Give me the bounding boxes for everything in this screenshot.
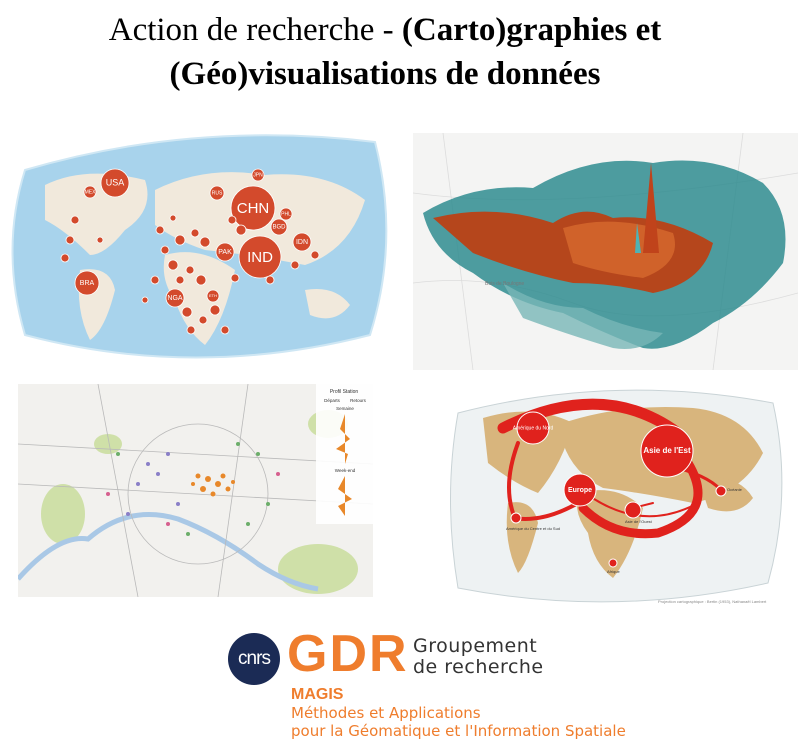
- circle-nga: [165, 288, 185, 308]
- node-amerique-sud: [510, 512, 522, 524]
- magis-description: Méthodes et Applications pour la Géomati…: [291, 704, 626, 740]
- label-eth: ETH: [209, 293, 217, 298]
- gdr-wordmark: GDR: [287, 625, 409, 683]
- de-recherche-line: de recherche: [413, 656, 544, 678]
- map-footnote: Projection cartographique : Bertin (1953…: [658, 599, 767, 604]
- label-phl: PHL: [281, 211, 291, 217]
- label-bois-de-boulogne: Bois de Boulogne: [485, 281, 524, 287]
- label-pak: PAK: [218, 249, 232, 256]
- circle-ind: [238, 235, 282, 279]
- groupement-text: Groupement de recherche: [413, 636, 544, 678]
- label-nga: NGA: [167, 295, 183, 302]
- pour-la-line: pour la Géomatique et l'Information Spat…: [291, 722, 626, 740]
- label-bra: BRA: [80, 280, 95, 287]
- title-plain: Action de recherche -: [108, 12, 402, 48]
- circle-rus: [209, 185, 225, 201]
- bike-stations-map: Profil Station Départs Retours Semaine W…: [18, 384, 373, 597]
- circle-chn: [230, 185, 276, 231]
- circle-pak: [215, 242, 235, 262]
- label-chn: CHN: [237, 200, 270, 217]
- node-asie-ouest: [624, 501, 642, 519]
- page-title: Action de recherche - (Carto)graphies et…: [0, 8, 770, 96]
- label-idn: IDN: [296, 239, 308, 246]
- circle-bra: [74, 270, 100, 296]
- world-population-map: USA MEX BRA CHN IND JPN RUS PHL BGD IDN …: [5, 130, 390, 362]
- circle-jpn: [251, 168, 265, 182]
- node-amerique-nord: [516, 411, 550, 445]
- legend-retours: Retours: [350, 398, 367, 403]
- legend-departs: Départs: [324, 398, 341, 403]
- label-europe: Europe: [568, 487, 592, 494]
- node-europe: [563, 473, 597, 507]
- label-afrique: Afrique: [607, 569, 620, 574]
- circle-eth: [206, 289, 220, 303]
- label-mex: MEX: [85, 189, 97, 195]
- flow-map: Amérique du Nord Asie de l'Est Europe As…: [443, 383, 788, 608]
- circle-usa: [100, 168, 130, 198]
- label-bgd: BGD: [272, 225, 286, 231]
- circle-bgd: [270, 218, 288, 236]
- label-amerique-sud: Amérique du Centre et du Sud: [506, 526, 560, 531]
- circle-phl: [279, 207, 293, 221]
- label-ind: IND: [247, 249, 273, 266]
- gdr-magis-logo: cnrs GDR Groupement de recherche MAGIS M…: [225, 625, 645, 745]
- cnrs-text: cnrs: [238, 648, 271, 669]
- legend-weekend: Week-end: [335, 468, 356, 473]
- label-jpn: JPN: [253, 172, 263, 178]
- circle-mex: [83, 185, 97, 199]
- circle-idn: [292, 232, 312, 252]
- legend-semaine: Semaine: [336, 406, 354, 411]
- node-afrique: [608, 558, 618, 568]
- title-bold-1: (Carto)graphies et: [401, 12, 662, 48]
- methodes-line: Méthodes et Applications: [291, 704, 481, 722]
- magis-label: MAGIS: [291, 686, 344, 703]
- label-asie-ouest: Asie de l'Ouest: [625, 519, 653, 524]
- label-rus: RUS: [212, 190, 223, 196]
- cnrs-logo: cnrs: [228, 633, 280, 685]
- node-asie-est: [640, 424, 694, 478]
- title-bold-2: (Géo)visualisations de données: [169, 56, 601, 92]
- legend-title: Profil Station: [330, 389, 359, 395]
- label-asie-est: Asie de l'Est: [643, 446, 691, 455]
- groupement-line: Groupement: [413, 635, 538, 657]
- hexbin-3d-map: Bois de Boulogne: [413, 133, 798, 370]
- label-amerique-nord: Amérique du Nord: [513, 425, 554, 431]
- label-oceanie: Océanie: [727, 487, 743, 492]
- node-oceanie: [715, 485, 727, 497]
- label-usa: USA: [106, 177, 125, 187]
